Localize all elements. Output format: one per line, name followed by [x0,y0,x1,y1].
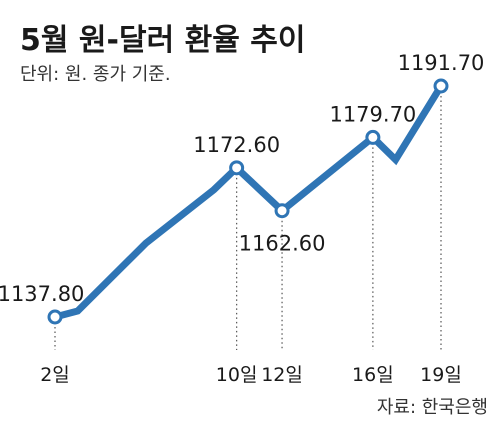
unit-note: 단위: 원. 종가 기준. [20,64,171,85]
data-point-19 [433,78,449,94]
data-point-10 [229,160,245,176]
value-label-10: 1172.60 [193,133,280,157]
x-axis-ticks: 2일 10일 12일 16일 19일 [40,364,462,386]
x-tick-10: 10일 [216,364,258,386]
x-tick-19: 19일 [420,364,462,386]
guide-lines [54,96,442,350]
source-note: 자료: 한국은행 [377,397,488,418]
x-tick-12: 12일 [261,364,303,386]
data-point-2 [47,309,63,325]
value-label-19: 1191.70 [398,51,485,75]
data-point-16 [365,129,381,145]
x-tick-2: 2일 [40,364,70,386]
value-label-12: 1162.60 [239,232,326,256]
chart-title: 5월 원-달러 환율 추이 [20,23,305,58]
markers [47,78,449,325]
value-label-2: 1137.80 [0,282,84,306]
data-point-12 [274,203,290,219]
value-label-16: 1179.70 [329,102,416,126]
x-tick-16: 16일 [352,364,394,386]
value-labels: 1137.80 1172.60 1162.60 1179.70 1191.70 [0,51,484,306]
